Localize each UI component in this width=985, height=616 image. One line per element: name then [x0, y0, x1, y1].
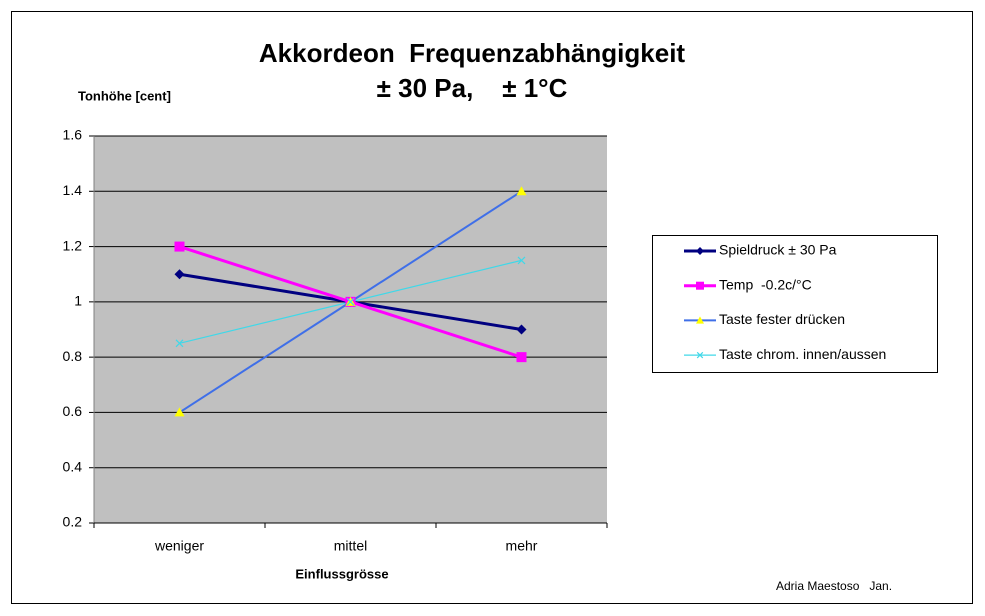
annotation: Adria Maestoso Jan.: [776, 579, 892, 593]
legend-marker: [696, 281, 704, 290]
legend-box: [652, 235, 938, 373]
x-tick-label: weniger: [154, 538, 204, 554]
x-axis-title: Einflussgrösse: [295, 566, 388, 581]
legend-label: Taste chrom. innen/aussen: [719, 346, 886, 362]
y-tick-label: 1.4: [63, 182, 83, 198]
y-tick-label: 0.8: [63, 348, 83, 364]
legend-marker: [696, 351, 704, 359]
y-tick-label: 1: [74, 293, 82, 309]
x-tick-label: mittel: [334, 538, 367, 554]
data-point: [516, 324, 527, 335]
plot-area: [94, 136, 607, 523]
y-tick-label: 0.2: [63, 514, 83, 530]
chart-subtitle: ± 30 Pa, ± 1°C: [377, 73, 568, 103]
data-point: [174, 241, 185, 252]
y-tick-label: 0.6: [63, 403, 83, 419]
legend-label: Taste fester drücken: [719, 311, 845, 327]
data-point: [174, 407, 185, 417]
y-axis-title: Tonhöhe [cent]: [78, 88, 171, 103]
data-point: [516, 352, 527, 363]
y-tick-label: 1.2: [63, 237, 83, 253]
y-tick-label: 1.6: [63, 127, 83, 143]
data-point: [346, 297, 355, 306]
legend-label: Spieldruck ± 30 Pa: [719, 242, 837, 258]
data-point: [174, 269, 185, 280]
x-tick-label: mehr: [506, 538, 538, 554]
legend-marker: [696, 247, 704, 255]
y-tick-label: 0.4: [63, 458, 83, 474]
legend-marker: [696, 316, 704, 324]
legend-label: Temp -0.2c/°C: [719, 276, 812, 292]
data-point: [175, 339, 184, 348]
data-point: [516, 186, 527, 196]
data-point: [517, 256, 526, 265]
chart-title: Akkordeon Frequenzabhängigkeit: [259, 38, 686, 68]
